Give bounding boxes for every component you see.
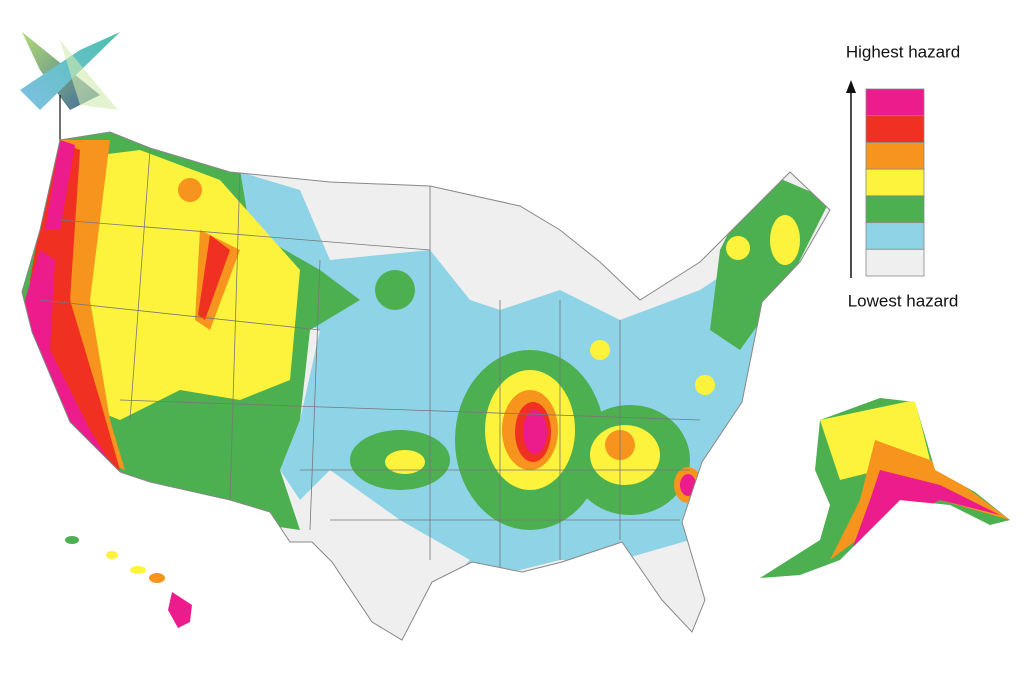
legend-swatch [865, 195, 925, 223]
conus-outline [21, 131, 831, 641]
legend-swatch [865, 88, 925, 117]
alaska [760, 398, 1010, 578]
legend: Highest hazard Lowest hazard [846, 42, 960, 310]
legend-top-label: Highest hazard [846, 42, 960, 61]
legend-bottom-label: Lowest hazard [848, 291, 959, 310]
logo [20, 32, 120, 110]
legend-swatch [865, 115, 925, 143]
conus [22, 132, 830, 640]
legend-swatch [865, 142, 925, 170]
legend-arrowhead [846, 80, 856, 93]
legend-swatch [865, 248, 925, 277]
legend-swatch [865, 222, 925, 250]
hawaii [65, 536, 192, 628]
legend-swatch [865, 168, 925, 197]
